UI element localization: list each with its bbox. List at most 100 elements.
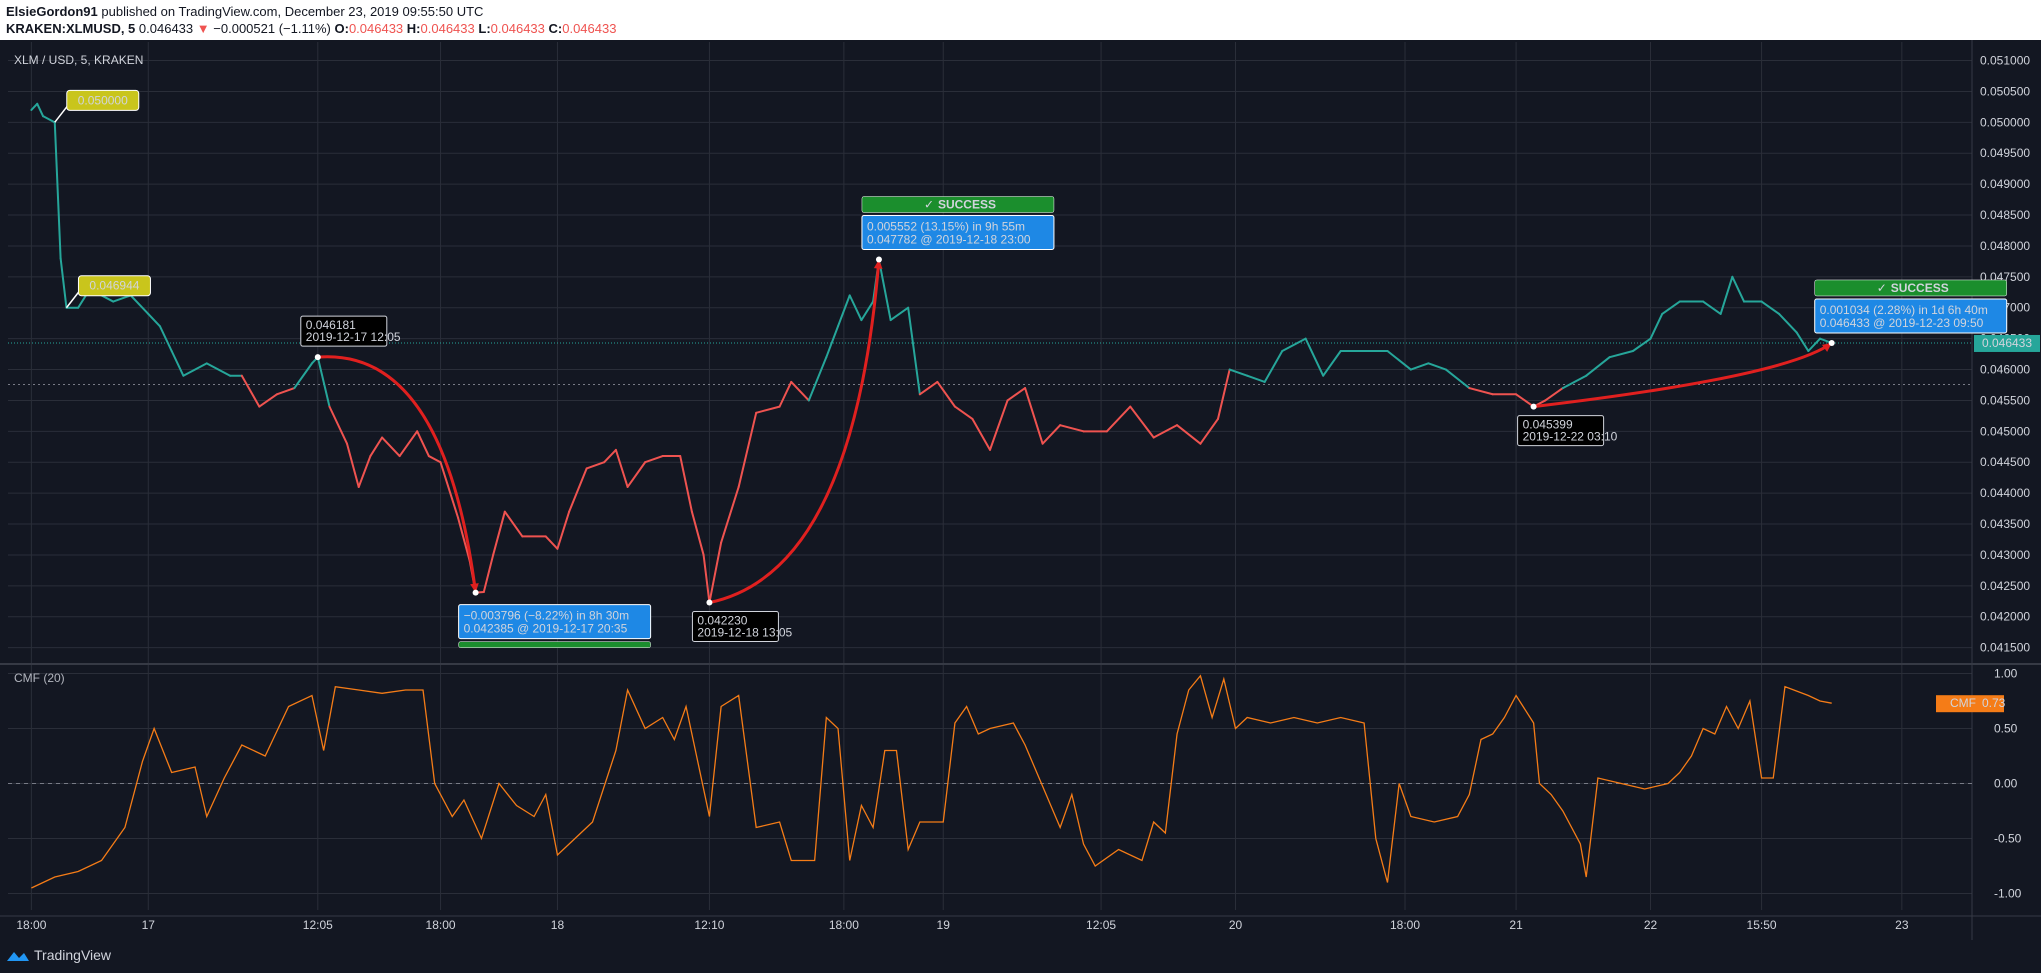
price-line-segment [556,510,571,550]
price-line-segment [1585,356,1611,377]
price-line-segment [1661,300,1681,315]
low-label: L: [478,21,491,36]
price-line-segment [1281,337,1307,352]
price-line-segment [877,258,892,322]
price-line-segment [1199,417,1219,445]
price-line-segment [837,294,851,328]
price-line-segment [790,380,810,402]
price-line-segment [381,436,401,458]
price-line-segment [129,294,150,315]
close-value: 0.046433 [562,21,617,36]
price-line-segment [205,362,232,377]
cmf-value-tag [1936,695,2004,713]
price-line-segment [316,356,331,408]
author-name[interactable]: ElsieGordon91 [6,4,98,19]
price-label-text: 0.046944 [89,279,139,293]
price-line-segment [1006,387,1027,402]
price-line-segment [1702,300,1722,315]
cmf-tag-value: 0.73 [1982,696,2006,710]
price-tick-label: 0.044000 [1980,486,2030,500]
price-line-segment [1041,424,1062,445]
price-line-segment [158,325,173,352]
price-line-segment [544,535,559,550]
price-label-text: 0.050000 [78,93,128,107]
price-line-segment [1216,368,1231,420]
price-line-segment [1515,393,1535,408]
price-line-segment [918,380,939,396]
price-line-segment [626,461,647,488]
price-tick-label: 0.050000 [1980,115,2030,129]
price-tick-label: 0.046000 [1980,363,2030,377]
footer-bar: TradingView [0,940,2041,973]
price-line-segment [503,510,524,538]
price-line-segment [971,417,991,451]
price-line-segment [708,541,723,604]
down-arrow-icon: ▼ [196,21,210,36]
price-line-segment [1719,275,1734,315]
price-line-segment [1561,374,1588,390]
price-line-segment [1649,312,1664,340]
price-line-segment [755,405,781,414]
price-tick-label: 0.042500 [1980,579,2030,593]
trade-result-box [861,215,1055,251]
price-line-segment [825,325,840,359]
time-tick-label: 12:05 [303,918,333,932]
point-price: 0.045399 [1523,418,1573,432]
price-line-segment [170,350,185,377]
chart-background [0,40,2041,940]
arrow-head-icon [470,583,479,593]
trade-result-box [458,604,652,640]
success-badge [861,196,1055,213]
current-price: 0.046433 [138,21,194,36]
price-line-segment [720,485,740,544]
last-price-tag [1974,334,2040,352]
price-line-segment [1468,387,1494,396]
trade-result-detail: 0.047782 @ 2019-12-18 23:00 [867,233,1031,247]
price-line-segment [182,362,208,377]
price-tick-label: 0.041500 [1980,641,2030,655]
price-tick-label: 0.042000 [1980,610,2030,624]
price-line-segment [936,380,956,408]
success-badge [1814,279,2007,297]
price-line-segment [1760,300,1781,315]
price-line-segment [1024,387,1044,445]
trade-arrow [1533,341,1833,409]
price-tick-label: 0.049000 [1980,177,2030,191]
time-tick-label: 18:00 [426,918,456,932]
price-line-segment [737,411,758,488]
price-line-segment [614,448,629,488]
price-line-segment [690,510,705,556]
price-line-segment [1059,424,1085,433]
price-line-segment [369,436,384,458]
cmf-tick-label: 0.50 [1994,722,2018,736]
price-line-segment [1427,362,1447,371]
price-tick-label: 0.043500 [1980,517,2030,531]
time-tick-label: 12:10 [694,918,724,932]
price-line-segment [416,430,430,458]
price-tick-label: 0.043000 [1980,548,2030,562]
ohlc-line: KRAKEN:XLMUSD, 5 0.046433 ▼ −0.000521 (−… [6,21,616,36]
arrow-head-icon [873,259,883,269]
time-tick-label: 15:50 [1747,918,1777,932]
price-line-segment [240,374,261,408]
price-line-segment [778,380,793,408]
price-line-segment [457,516,471,563]
price-line-segment [328,405,349,445]
point-price: 0.046181 [306,318,356,332]
trade-result-detail: 0.042385 @ 2019-12-17 20:35 [464,622,628,636]
price-line-segment [1608,350,1634,359]
open-value: 0.046433 [348,21,404,36]
price-line-segment [293,362,313,390]
cmf-tick-label: 0.00 [1994,777,2018,791]
price-line-segment [1731,275,1746,303]
price-tick-label: 0.049500 [1980,146,2030,160]
tradingview-brand[interactable]: TradingView [34,947,112,963]
price-line-segment [1228,368,1249,377]
price-line-segment [42,115,56,124]
price-line-segment [492,510,506,556]
success-badge-label: SUCCESS [938,198,996,212]
price-line-segment [147,312,161,328]
time-tick-label: 20 [1229,918,1243,932]
time-tick-label: 18:00 [829,918,859,932]
price-chart[interactable]: 0.051000 0.050500 0.050000 0.049500 0.049000… [0,40,2041,940]
